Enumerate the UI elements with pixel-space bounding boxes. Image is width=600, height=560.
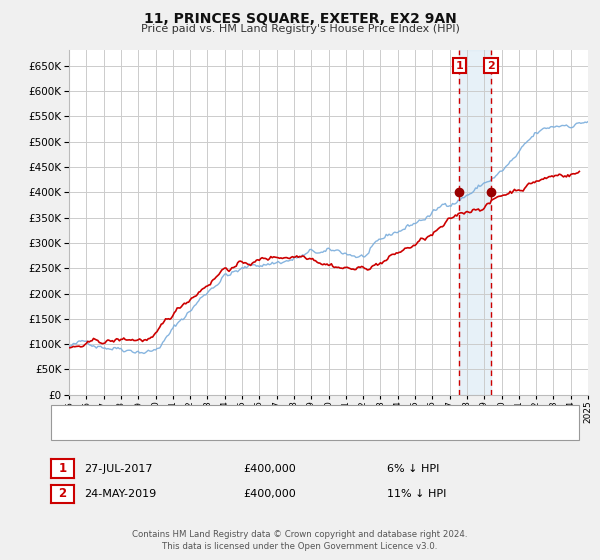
Text: 6% ↓ HPI: 6% ↓ HPI [387, 464, 439, 474]
Text: £400,000: £400,000 [243, 464, 296, 474]
Text: 2: 2 [487, 60, 495, 71]
Text: 11, PRINCES SQUARE, EXETER, EX2 9AN: 11, PRINCES SQUARE, EXETER, EX2 9AN [143, 12, 457, 26]
Text: 1: 1 [455, 60, 463, 71]
Text: 11% ↓ HPI: 11% ↓ HPI [387, 489, 446, 499]
Text: 2: 2 [58, 487, 67, 501]
Text: Price paid vs. HM Land Registry's House Price Index (HPI): Price paid vs. HM Land Registry's House … [140, 24, 460, 34]
Text: HPI: Average price, detached house, Exeter: HPI: Average price, detached house, Exet… [96, 425, 322, 435]
Text: 24-MAY-2019: 24-MAY-2019 [84, 489, 156, 499]
Text: This data is licensed under the Open Government Licence v3.0.: This data is licensed under the Open Gov… [163, 542, 437, 550]
Text: 11, PRINCES SQUARE, EXETER, EX2 9AN (detached house): 11, PRINCES SQUARE, EXETER, EX2 9AN (det… [96, 409, 400, 419]
Text: 1: 1 [58, 462, 67, 475]
Text: £400,000: £400,000 [243, 489, 296, 499]
Bar [460, 50, 491, 395]
Text: Contains HM Land Registry data © Crown copyright and database right 2024.: Contains HM Land Registry data © Crown c… [132, 530, 468, 539]
Text: 27-JUL-2017: 27-JUL-2017 [84, 464, 152, 474]
